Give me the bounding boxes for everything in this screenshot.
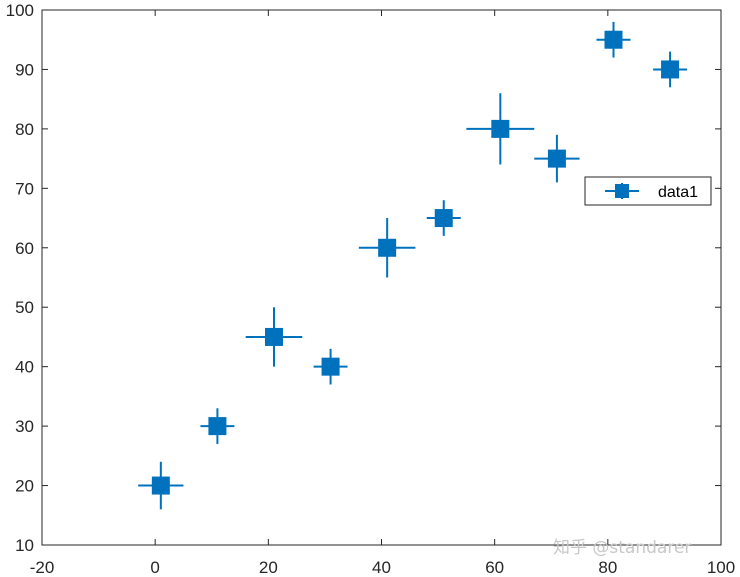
plot-area xyxy=(41,9,722,546)
x-axis: -20 0 20 40 60 80 100 xyxy=(30,10,735,577)
x-tick-label: 100 xyxy=(707,558,735,577)
y-tick-label: 90 xyxy=(15,60,34,79)
x-tick-label: -20 xyxy=(30,558,55,577)
legend-label: data1 xyxy=(658,184,698,201)
data-point xyxy=(661,60,680,79)
data-point xyxy=(208,417,227,436)
x-tick-label: 60 xyxy=(485,558,504,577)
series-layer xyxy=(138,21,688,510)
legend: data1 xyxy=(584,176,712,206)
data-point xyxy=(491,119,510,138)
y-tick-label: 30 xyxy=(15,417,34,436)
data-point xyxy=(604,30,623,49)
y-tick-label: 40 xyxy=(15,358,34,377)
x-tick-label: 20 xyxy=(259,558,278,577)
y-tick-label: 20 xyxy=(15,477,34,496)
legend-marker xyxy=(615,184,629,198)
data-point xyxy=(434,209,453,228)
x-tick-label: 40 xyxy=(372,558,391,577)
watermark: 知乎 @standarer xyxy=(553,538,691,558)
data-point xyxy=(151,476,170,495)
y-tick-label: 50 xyxy=(15,298,34,317)
y-tick-label: 100 xyxy=(6,1,34,20)
y-tick-label: 70 xyxy=(15,179,34,198)
y-tick-label: 80 xyxy=(15,120,34,139)
x-tick-label: 0 xyxy=(150,558,159,577)
x-tick-label: 80 xyxy=(598,558,617,577)
y-axis: 10 20 30 40 50 60 70 80 90 100 xyxy=(6,1,721,555)
y-tick-label: 60 xyxy=(15,239,34,258)
data-point xyxy=(264,327,283,346)
data-point xyxy=(547,149,566,168)
data-point xyxy=(378,238,397,257)
data-point xyxy=(321,357,340,376)
y-tick-label: 10 xyxy=(15,536,34,555)
